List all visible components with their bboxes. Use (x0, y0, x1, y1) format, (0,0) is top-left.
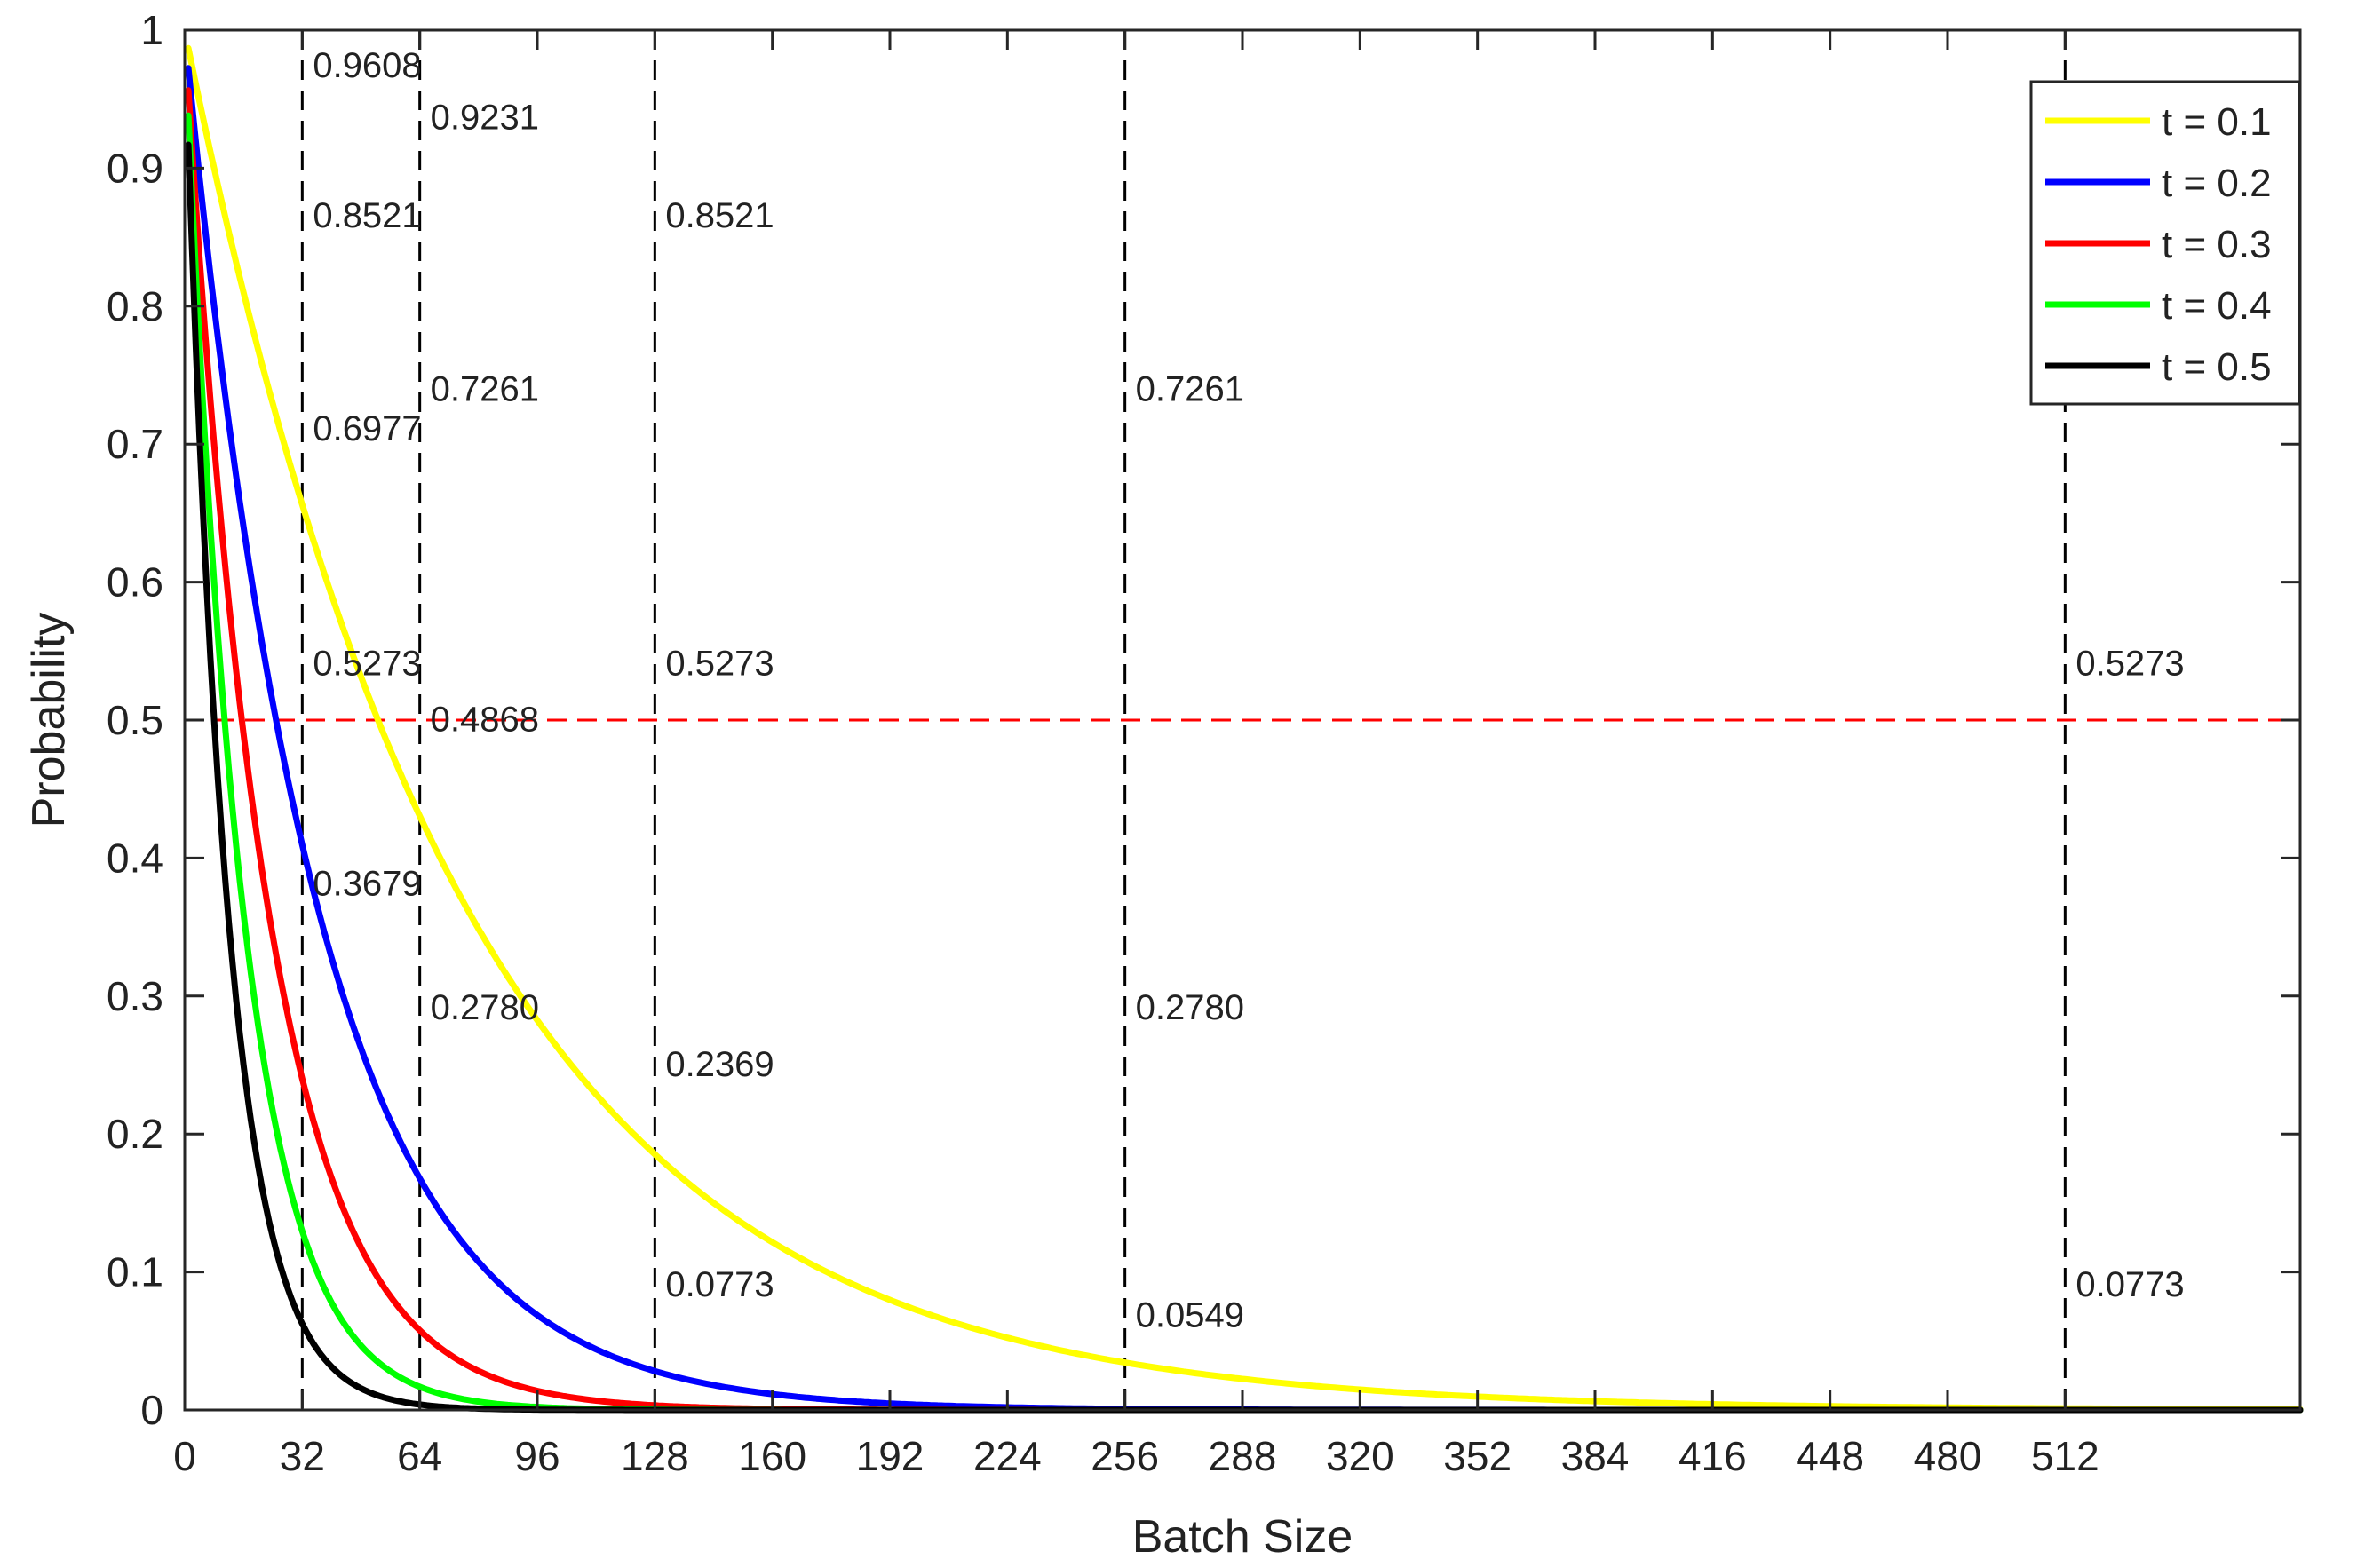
y-tick-label: 0.2 (107, 1111, 163, 1157)
legend-label-2: t = 0.2 (2162, 162, 2272, 205)
annotations: 0.9608 0.9231 0.8521 0.7261 0.5273 0.8521 0.72… (313, 46, 2184, 1335)
x-tick-label: 480 (1914, 1433, 1982, 1479)
data-tip-label: 0.2780 (1136, 988, 1244, 1027)
x-tick-label: 32 (280, 1433, 325, 1479)
legend-label-1: t = 0.1 (2162, 100, 2272, 144)
x-tick-label: 288 (1209, 1433, 1277, 1479)
x-tick-label: 224 (973, 1433, 1042, 1479)
data-tip-label: 0.9231 (431, 99, 539, 138)
y-tick-label: 0.3 (107, 973, 163, 1019)
x-tick-label: 512 (2031, 1433, 2099, 1479)
data-tip-label: 0.4868 (431, 701, 539, 740)
y-tick-label: 0.8 (107, 283, 163, 329)
data-tip-label: 0.2369 (665, 1045, 774, 1084)
y-tick-label: 0 (140, 1387, 163, 1433)
legend-label-4: t = 0.4 (2162, 284, 2272, 328)
data-tip-label: 0.8521 (665, 196, 774, 235)
x-tick-label: 448 (1796, 1433, 1864, 1479)
y-tick-label: 0.6 (107, 559, 163, 606)
legend-label-3: t = 0.3 (2162, 223, 2272, 266)
data-tip-label: 0.5273 (2075, 645, 2184, 684)
data-tip-label: 0.0773 (665, 1265, 774, 1304)
data-tip-label: 0.5273 (665, 645, 774, 684)
x-tick-label: 192 (856, 1433, 925, 1479)
x-tick-label: 96 (514, 1433, 560, 1479)
x-tick-label: 128 (621, 1433, 689, 1479)
data-tip-label: 0.0549 (1136, 1296, 1244, 1335)
y-axis-title: Probability (23, 613, 75, 828)
data-tip-label: 0.6977 (313, 409, 421, 448)
x-tick-label: 256 (1091, 1433, 1159, 1479)
data-tip-label: 0.9608 (313, 46, 421, 85)
y-tick-label: 0.1 (107, 1249, 163, 1295)
axes: 0 0.1 0.2 0.3 0.4 0.5 0.6 0.7 0.8 0.9 1 0 32 64 96 128 1… (107, 7, 2302, 1479)
x-tick-label: 416 (1679, 1433, 1747, 1479)
x-tick-label: 64 (397, 1433, 442, 1479)
data-tip-label: 0.7261 (1136, 370, 1244, 409)
data-tip-label: 0.2780 (431, 988, 539, 1027)
y-tick-label: 1 (140, 7, 163, 53)
legend-label-5: t = 0.5 (2162, 345, 2272, 389)
x-tick-label: 384 (1561, 1433, 1630, 1479)
y-tick-label: 0.9 (107, 145, 163, 191)
x-tick-label: 160 (738, 1433, 806, 1479)
legend: t = 0.1 t = 0.2 t = 0.3 t = 0.4 t = 0.5 (2029, 80, 2301, 406)
x-axis-title: Batch Size (1132, 1511, 1353, 1563)
x-tick-label: 320 (1326, 1433, 1394, 1479)
y-tick-label: 0.5 (107, 697, 163, 743)
y-tick-label: 0.4 (107, 835, 163, 881)
data-tip-label: 0.3679 (313, 864, 421, 903)
data-tip-label: 0.8521 (313, 196, 421, 235)
x-tick-label: 352 (1443, 1433, 1512, 1479)
data-tip-label: 0.7261 (431, 370, 539, 409)
data-tip-label: 0.5273 (313, 645, 421, 684)
data-tip-label: 0.0773 (2075, 1265, 2184, 1304)
x-tick-label: 0 (173, 1433, 196, 1479)
y-tick-label: 0.7 (107, 421, 163, 467)
